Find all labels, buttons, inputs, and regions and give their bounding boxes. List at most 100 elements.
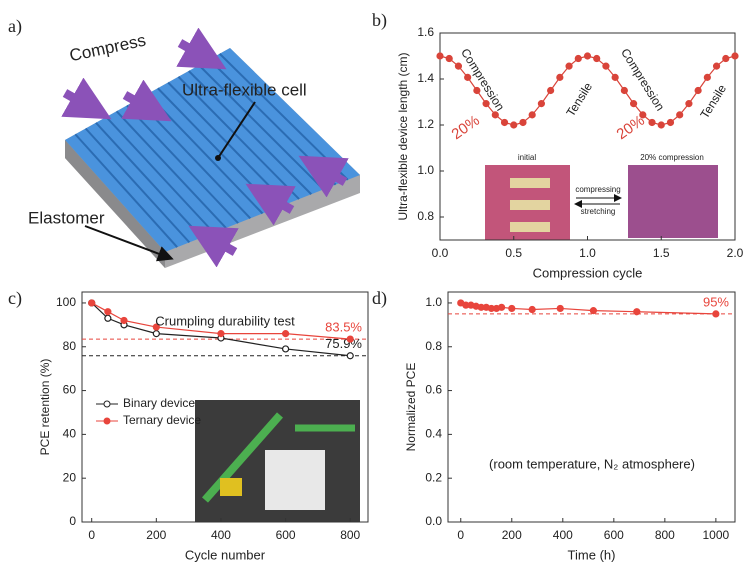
point	[712, 310, 720, 318]
y-axis-label: PCE retention (%)	[38, 359, 52, 456]
point	[88, 299, 96, 307]
y-tick-label: 100	[56, 295, 76, 309]
point	[731, 52, 739, 60]
point	[648, 118, 656, 127]
point	[620, 86, 628, 95]
panel-label: c)	[8, 288, 22, 309]
panel-label: a)	[8, 16, 22, 37]
annotation: (room temperature, N₂ atmosphere)	[489, 456, 695, 471]
legend-label: Ternary device	[123, 413, 201, 427]
point	[633, 308, 641, 316]
annotation: 20% compression	[640, 153, 704, 162]
point	[500, 118, 509, 127]
point	[104, 314, 112, 322]
inset-photo	[510, 222, 550, 232]
point	[602, 62, 610, 70]
point	[528, 111, 536, 119]
y-tick-label: 0.2	[425, 470, 442, 484]
inset-photo	[220, 478, 242, 496]
y-tick-label: 0.8	[425, 339, 442, 353]
legend-marker	[103, 400, 111, 408]
plot-frame	[81, 291, 369, 523]
point	[510, 121, 518, 129]
inset-photo	[510, 178, 550, 188]
point	[508, 304, 516, 313]
annotation: initial	[518, 153, 536, 162]
point	[611, 73, 619, 81]
point	[464, 73, 472, 81]
x-tick-label: 200	[502, 528, 522, 542]
x-tick-label: 800	[655, 528, 675, 542]
point	[152, 330, 160, 338]
x-tick-label: 0	[457, 528, 464, 542]
point	[445, 54, 453, 63]
point	[346, 335, 354, 343]
compress-arrows	[61, 27, 349, 268]
annotation: Compression	[618, 46, 667, 113]
inset-photo	[202, 412, 283, 503]
x-tick-label: 600	[276, 528, 296, 542]
series-line	[91, 302, 351, 357]
x-tick-label: 0.5	[505, 246, 522, 260]
ridge	[188, 70, 312, 195]
y-tick-label: 1.2	[417, 117, 434, 131]
point	[639, 111, 647, 119]
point	[629, 100, 638, 108]
ridge	[95, 122, 203, 239]
diagram-label: Ultra-flexible cell	[182, 80, 307, 99]
x-tick-label: 0	[88, 528, 95, 542]
plot-frame	[447, 291, 736, 523]
y-tick-label: 60	[63, 383, 77, 397]
point	[565, 62, 573, 70]
reference-label: 95%	[703, 294, 729, 309]
point	[547, 86, 555, 95]
annotation: 20%	[449, 112, 483, 143]
point	[281, 330, 290, 338]
y-axis-label: Normalized PCE	[404, 363, 418, 452]
annotation: Tensile	[697, 82, 729, 121]
point	[491, 111, 499, 119]
point	[537, 100, 546, 108]
legend-label: Binary device	[123, 396, 195, 410]
x-tick-label: 800	[340, 528, 360, 542]
inset-photo	[265, 450, 325, 510]
point	[519, 118, 527, 127]
point	[574, 54, 582, 63]
point	[217, 330, 225, 338]
y-tick-label: 1.0	[417, 163, 434, 177]
x-tick-label: 600	[604, 528, 624, 542]
y-tick-label: 20	[63, 470, 77, 484]
reference-label: 83.5%	[325, 320, 362, 335]
x-tick-label: 1.5	[653, 246, 670, 260]
y-tick-label: 1.0	[425, 295, 442, 309]
panel-label: b)	[372, 10, 387, 31]
legend-marker	[103, 417, 111, 425]
ridge	[177, 76, 300, 200]
y-tick-label: 1.6	[417, 25, 434, 39]
x-tick-label: 1.0	[579, 246, 596, 260]
x-tick-label: 400	[553, 528, 573, 542]
x-tick-label: 200	[146, 528, 166, 542]
point	[583, 52, 592, 60]
point	[722, 54, 730, 63]
point	[482, 100, 490, 108]
ridge	[126, 104, 239, 224]
diagram-label: Compress	[68, 31, 148, 66]
x-tick-label: 0.0	[432, 246, 449, 260]
y-tick-label: 0.6	[425, 383, 442, 397]
point	[556, 304, 564, 313]
y-tick-label: 0.0	[425, 514, 442, 528]
panel-label: d)	[372, 288, 387, 309]
x-tick-label: 2.0	[727, 246, 744, 260]
point	[436, 52, 444, 60]
cell-drawing	[61, 27, 360, 268]
annotation: stretching	[581, 207, 616, 216]
point	[454, 62, 463, 70]
annotation: Tensile	[563, 80, 595, 119]
point	[703, 73, 711, 81]
point	[152, 323, 160, 331]
y-tick-label: 80	[63, 339, 77, 353]
x-axis-label: Cycle number	[185, 547, 266, 562]
point	[589, 307, 598, 315]
